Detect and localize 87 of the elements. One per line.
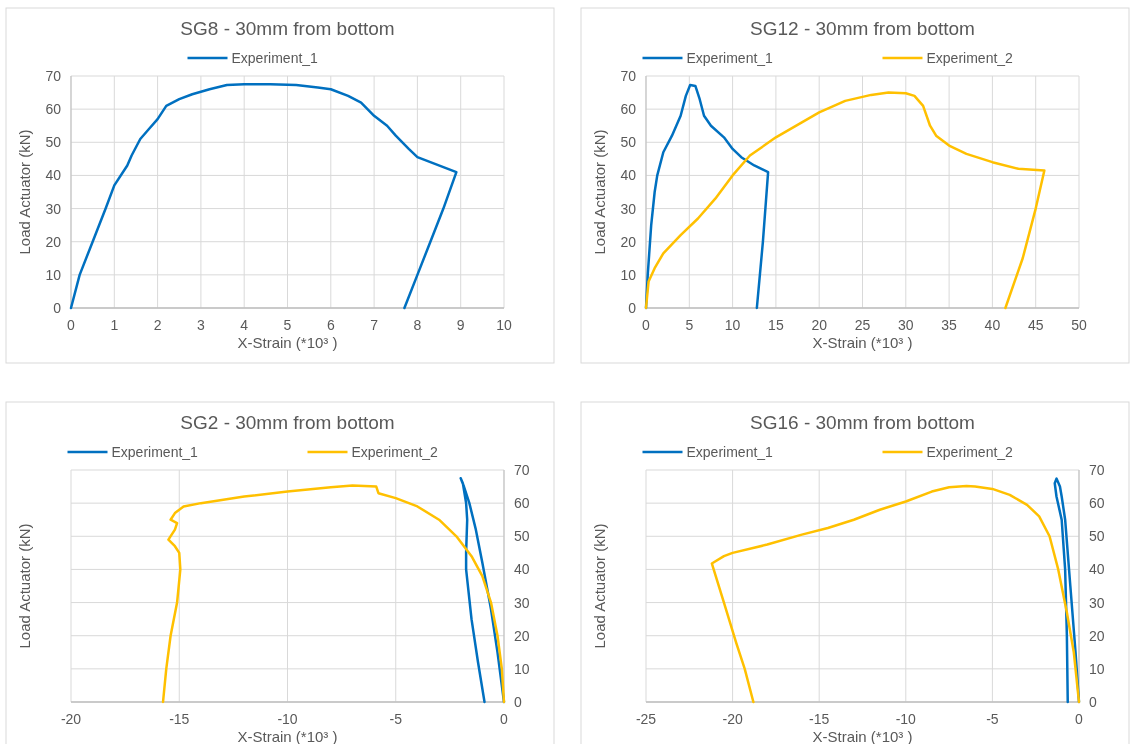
y-tick-label: 70 [1089, 462, 1105, 478]
x-tick-label: -10 [277, 711, 298, 727]
y-tick-label: 0 [514, 694, 522, 710]
legend-label: Experiment_2 [926, 50, 1014, 66]
y-tick-label: 50 [620, 134, 637, 151]
x-tick-label: 15 [768, 317, 784, 333]
y-tick-label: 70 [620, 68, 637, 84]
line-series [710, 484, 1081, 704]
line-series [644, 91, 1046, 310]
y-tick-label: 0 [53, 300, 62, 316]
chart-title: SG16 - 30mm from bottom [750, 412, 975, 433]
y-tick-label: 60 [1089, 495, 1105, 512]
chart-title: SG8 - 30mm from bottom [180, 18, 395, 39]
x-tick-label: 6 [326, 317, 335, 333]
y-tick-label: 60 [620, 101, 637, 118]
x-tick-label: -20 [60, 711, 82, 727]
x-tick-label: 40 [984, 317, 1001, 333]
y-tick-label: 40 [514, 561, 530, 578]
x-tick-label: -20 [722, 711, 743, 727]
y-axis-title: Load Actuator (kN) [591, 523, 608, 649]
legend-label: Experiment_1 [686, 50, 774, 66]
y-axis-title: Load Actuator (kN) [591, 129, 608, 255]
y-tick-label: 70 [514, 462, 530, 478]
y-axis-title: Load Actuator (kN) [16, 523, 33, 649]
y-tick-label: 10 [45, 266, 62, 283]
legend-label: Experiment_1 [111, 444, 199, 460]
legend-label: Experiment_1 [686, 444, 774, 460]
y-tick-label: 60 [45, 101, 62, 118]
y-tick-label: 30 [620, 200, 637, 217]
chart-title: SG2 - 30mm from bottom [180, 412, 395, 433]
y-tick-label: 10 [620, 266, 637, 283]
y-tick-label: 40 [620, 167, 637, 184]
legend-label: Experiment_2 [351, 444, 439, 460]
y-tick-label: 10 [1089, 660, 1105, 677]
x-tick-label: 35 [941, 317, 958, 333]
x-tick-label: 3 [197, 317, 205, 333]
y-tick-label: 20 [1089, 627, 1105, 644]
y-tick-label: 70 [45, 68, 62, 84]
y-tick-label: 50 [514, 528, 530, 545]
line-series [69, 83, 458, 310]
x-tick-label: -10 [895, 711, 917, 727]
x-tick-label: 10 [724, 317, 741, 333]
line-series [644, 83, 770, 310]
x-tick-label: 8 [413, 317, 422, 333]
x-tick-label: 50 [1071, 317, 1087, 333]
x-tick-label: 5 [283, 317, 292, 333]
y-tick-label: 30 [45, 200, 62, 217]
x-tick-label: -15 [809, 711, 830, 727]
x-tick-label: 45 [1027, 317, 1044, 333]
x-tick-label: 0 [500, 711, 509, 727]
y-tick-label: 0 [1089, 694, 1097, 710]
x-tick-label: 30 [898, 317, 914, 333]
x-tick-label: -15 [169, 711, 190, 727]
y-tick-label: 20 [514, 627, 530, 644]
x-tick-label: 4 [240, 317, 249, 333]
y-tick-label: 50 [45, 134, 62, 151]
x-tick-label: 0 [642, 317, 651, 333]
x-tick-label: 1 [110, 317, 119, 333]
x-tick-label: -5 [986, 711, 999, 727]
y-tick-label: 30 [1089, 594, 1105, 611]
y-tick-label: 20 [620, 233, 637, 250]
x-tick-label: 25 [854, 317, 871, 333]
y-tick-label: 0 [628, 300, 637, 316]
x-tick-label: 10 [496, 317, 512, 333]
x-tick-label: 2 [153, 317, 162, 333]
legend-label: Experiment_2 [926, 444, 1014, 460]
y-tick-label: 60 [514, 495, 530, 512]
line-series [161, 484, 506, 704]
x-axis-title: X-Strain (*10³ ) [237, 334, 338, 351]
x-tick-label: 20 [811, 317, 828, 333]
x-tick-label: -25 [635, 711, 657, 727]
y-axis-title: Load Actuator (kN) [16, 129, 33, 255]
y-tick-label: 30 [514, 594, 530, 611]
y-tick-label: 40 [45, 167, 62, 184]
y-tick-label: 10 [514, 660, 530, 677]
x-tick-label: 7 [370, 317, 379, 333]
legend-label: Experiment_1 [231, 50, 319, 66]
x-tick-label: 5 [685, 317, 694, 333]
x-tick-label: 0 [67, 317, 76, 333]
x-axis-title: X-Strain (*10³ ) [812, 334, 913, 351]
y-tick-label: 40 [1089, 561, 1105, 578]
y-tick-label: 20 [45, 233, 62, 250]
x-tick-label: -5 [389, 711, 403, 727]
chart-title: SG12 - 30mm from bottom [750, 18, 975, 39]
x-tick-label: 0 [1075, 711, 1084, 727]
x-tick-label: 9 [456, 317, 465, 333]
y-tick-label: 50 [1089, 528, 1105, 545]
